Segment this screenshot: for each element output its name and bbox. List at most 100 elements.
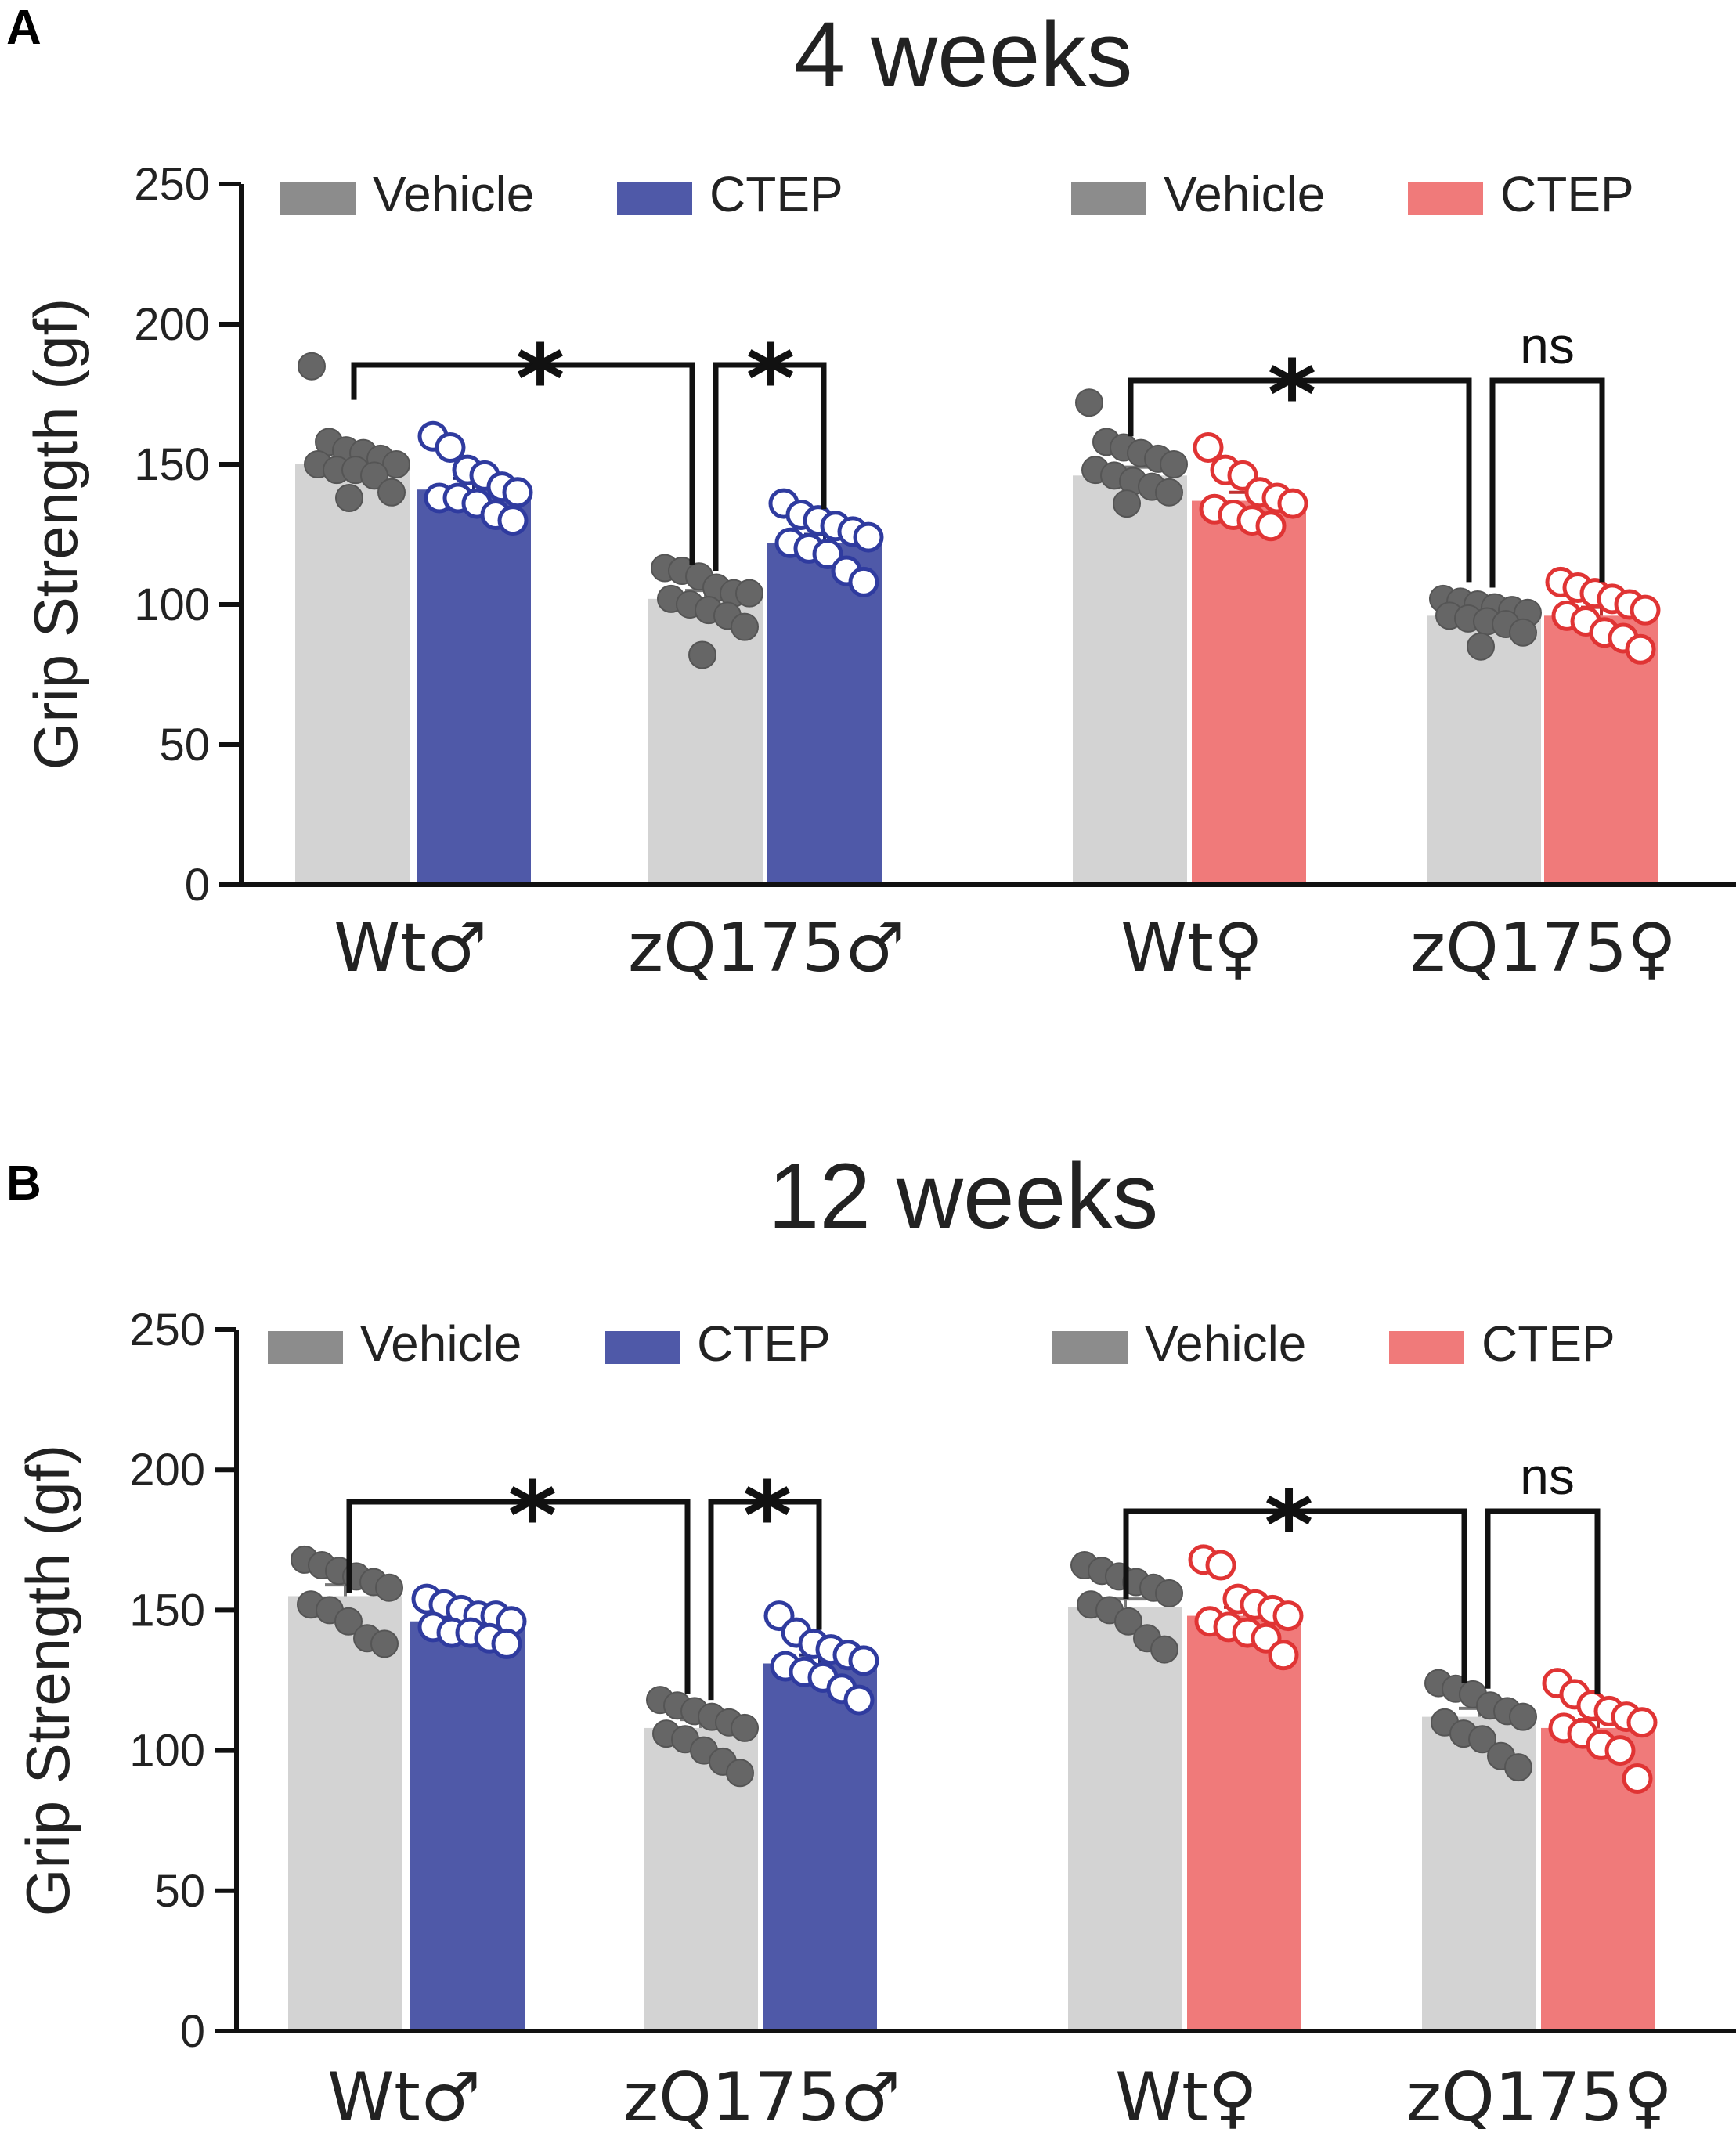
category-label: zQ175♂	[623, 2058, 900, 2136]
point-vehicle	[334, 1607, 363, 1636]
point-ctep	[1604, 1735, 1636, 1766]
category-label: zQ175♀	[1410, 909, 1676, 987]
bar-ctep-2	[1192, 500, 1306, 885]
point-vehicle	[377, 478, 406, 507]
bar-vehicle-0	[295, 464, 410, 885]
point-ctep	[1205, 1550, 1236, 1581]
point-vehicle	[735, 579, 763, 608]
legend-label: Vehicle	[1164, 166, 1325, 222]
y-tick-label: 0	[180, 2006, 205, 2057]
point-ctep	[853, 521, 884, 553]
legend-label: Vehicle	[1145, 1315, 1306, 1372]
y-tick-label: 0	[185, 860, 210, 911]
legend-label: CTEP	[697, 1315, 831, 1372]
point-ctep	[497, 505, 529, 536]
legend-swatch	[268, 1331, 343, 1364]
category-label: Wt♂	[334, 909, 487, 987]
point-ctep	[435, 432, 466, 464]
legend-swatch	[1389, 1331, 1464, 1364]
point-ctep	[1193, 432, 1224, 464]
point-vehicle	[1509, 1702, 1537, 1731]
y-tick-label: 100	[134, 579, 210, 630]
point-vehicle	[335, 483, 363, 512]
legend-swatch	[1408, 182, 1483, 215]
bar-ctep-0	[410, 1621, 525, 2031]
significance-bracket	[346, 1499, 691, 1694]
bar-ctep-1	[763, 1663, 877, 2031]
legend-swatch	[617, 182, 692, 215]
significance-bracket	[1489, 377, 1605, 588]
point-ctep	[502, 477, 533, 508]
y-axis-label: Grip Strength (gf)	[21, 298, 90, 770]
legend-label: CTEP	[709, 166, 843, 222]
significance-label: ns	[1520, 1447, 1575, 1505]
point-vehicle	[731, 1713, 759, 1742]
point-ctep	[1626, 1707, 1658, 1738]
point-vehicle	[370, 1629, 399, 1658]
bar-vehicle-2	[1068, 1607, 1182, 2031]
y-tick-label: 150	[129, 1585, 205, 1636]
point-vehicle	[1155, 478, 1183, 507]
y-tick-label: 100	[129, 1726, 205, 1777]
y-tick-label: 200	[129, 1445, 205, 1496]
significance-label: *	[516, 326, 565, 435]
y-tick-label: 50	[159, 720, 210, 770]
significance-label: *	[508, 1463, 558, 1571]
point-ctep	[1625, 633, 1656, 665]
legend-label: Vehicle	[373, 166, 534, 222]
y-tick-label: 50	[154, 1866, 205, 1917]
significance-bracket	[1123, 1508, 1467, 1683]
point-vehicle	[298, 352, 326, 381]
y-tick-label: 200	[134, 299, 210, 350]
significance-bracket	[351, 362, 695, 565]
panel-b: B 12 weeks Grip Strength (gf) 0 50 100 150 200 2…	[6, 1145, 1736, 2136]
category-label: Wt♀	[1115, 2058, 1258, 2136]
point-vehicle	[1504, 1753, 1532, 1782]
point-ctep	[848, 1645, 879, 1676]
panel-a: A 4 weeks Grip Strength (gf) 0 50 100 150 200 25…	[6, 1, 1736, 987]
category-label: zQ175♂	[628, 909, 905, 987]
point-vehicle	[1160, 450, 1188, 478]
significance-bracket	[713, 362, 827, 572]
y-axis-label: Grip Strength (gf)	[13, 1445, 82, 1917]
category-label: Wt♀	[1121, 909, 1263, 987]
category-label: Wt♂	[327, 2058, 481, 2136]
legend-swatch	[1071, 182, 1146, 215]
legend-label: CTEP	[1500, 166, 1634, 222]
point-vehicle	[688, 640, 716, 669]
point-vehicle	[360, 461, 388, 490]
legend-label: Vehicle	[360, 1315, 522, 1372]
point-ctep	[848, 566, 879, 597]
significance-label: ns	[1520, 316, 1575, 374]
y-tick-label: 150	[134, 439, 210, 490]
point-ctep	[1268, 1640, 1299, 1671]
point-vehicle	[1150, 1635, 1178, 1664]
bar-ctep-0	[417, 489, 531, 885]
point-ctep	[491, 1628, 522, 1659]
bar-ctep-2	[1187, 1615, 1301, 2031]
point-vehicle	[375, 1573, 403, 1602]
y-tick-label: 250	[129, 1304, 205, 1355]
point-ctep	[1272, 1600, 1304, 1632]
legend-swatch	[1052, 1331, 1128, 1364]
significance-label: *	[1265, 1472, 1314, 1581]
panel-letter: B	[6, 1156, 42, 1211]
chart-title: 12 weeks	[768, 1145, 1159, 1248]
bar-vehicle-0	[288, 1596, 402, 2031]
point-ctep	[812, 539, 843, 570]
point-vehicle	[1509, 618, 1537, 647]
point-vehicle	[731, 612, 759, 641]
bar-vehicle-2	[1073, 475, 1187, 885]
legend-label: CTEP	[1482, 1315, 1615, 1372]
point-ctep	[1255, 511, 1287, 542]
significance-bracket	[1128, 377, 1472, 583]
point-vehicle	[1075, 388, 1103, 417]
legend-swatch	[280, 182, 356, 215]
point-vehicle	[1468, 1725, 1496, 1754]
significance-label: *	[743, 1463, 792, 1571]
point-vehicle	[1467, 632, 1495, 661]
chart-title: 4 weeks	[794, 3, 1133, 106]
category-label: zQ175♀	[1406, 2058, 1673, 2136]
significance-bracket	[708, 1499, 822, 1701]
